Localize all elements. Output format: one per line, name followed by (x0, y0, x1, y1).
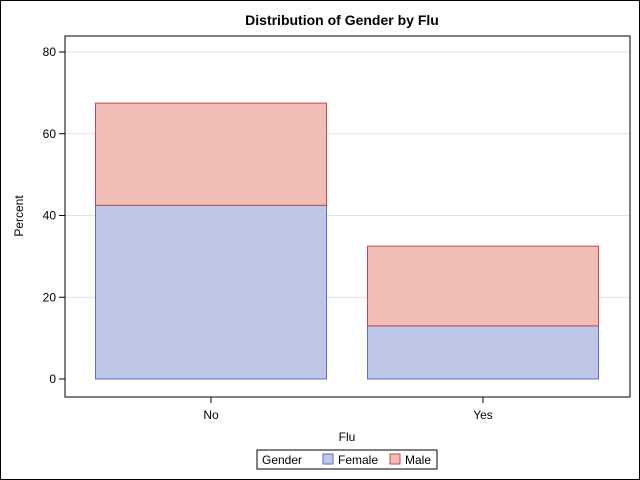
x-axis: No Yes (203, 397, 493, 422)
y-tick-label: 0 (49, 372, 56, 386)
x-tick-label: Yes (473, 408, 493, 422)
bars (95, 102, 599, 380)
bar-male-no (95, 102, 327, 206)
plot-area (64, 35, 631, 398)
chart-title: Distribution of Gender by Flu (245, 12, 439, 28)
x-tick-label: No (203, 408, 219, 422)
y-tick-label: 60 (43, 127, 57, 141)
y-tick-label: 20 (43, 290, 57, 304)
y-axis: 0 20 40 60 80 (43, 45, 65, 386)
y-axis-label: Percent (12, 195, 26, 237)
y-tick-label: 40 (43, 209, 57, 223)
legend-swatch-male (389, 453, 401, 465)
x-axis-label: Flu (339, 430, 356, 444)
legend-label-male: Male (405, 453, 431, 467)
legend-swatch-female (322, 453, 334, 465)
legend-title: Gender (262, 453, 302, 467)
bar-female-yes (367, 325, 599, 380)
bar-male-yes (367, 245, 599, 327)
y-tick-label: 80 (43, 45, 57, 59)
bar-female-no (95, 204, 327, 380)
legend-label-female: Female (338, 453, 378, 467)
legend: Gender Female Male (256, 449, 438, 470)
